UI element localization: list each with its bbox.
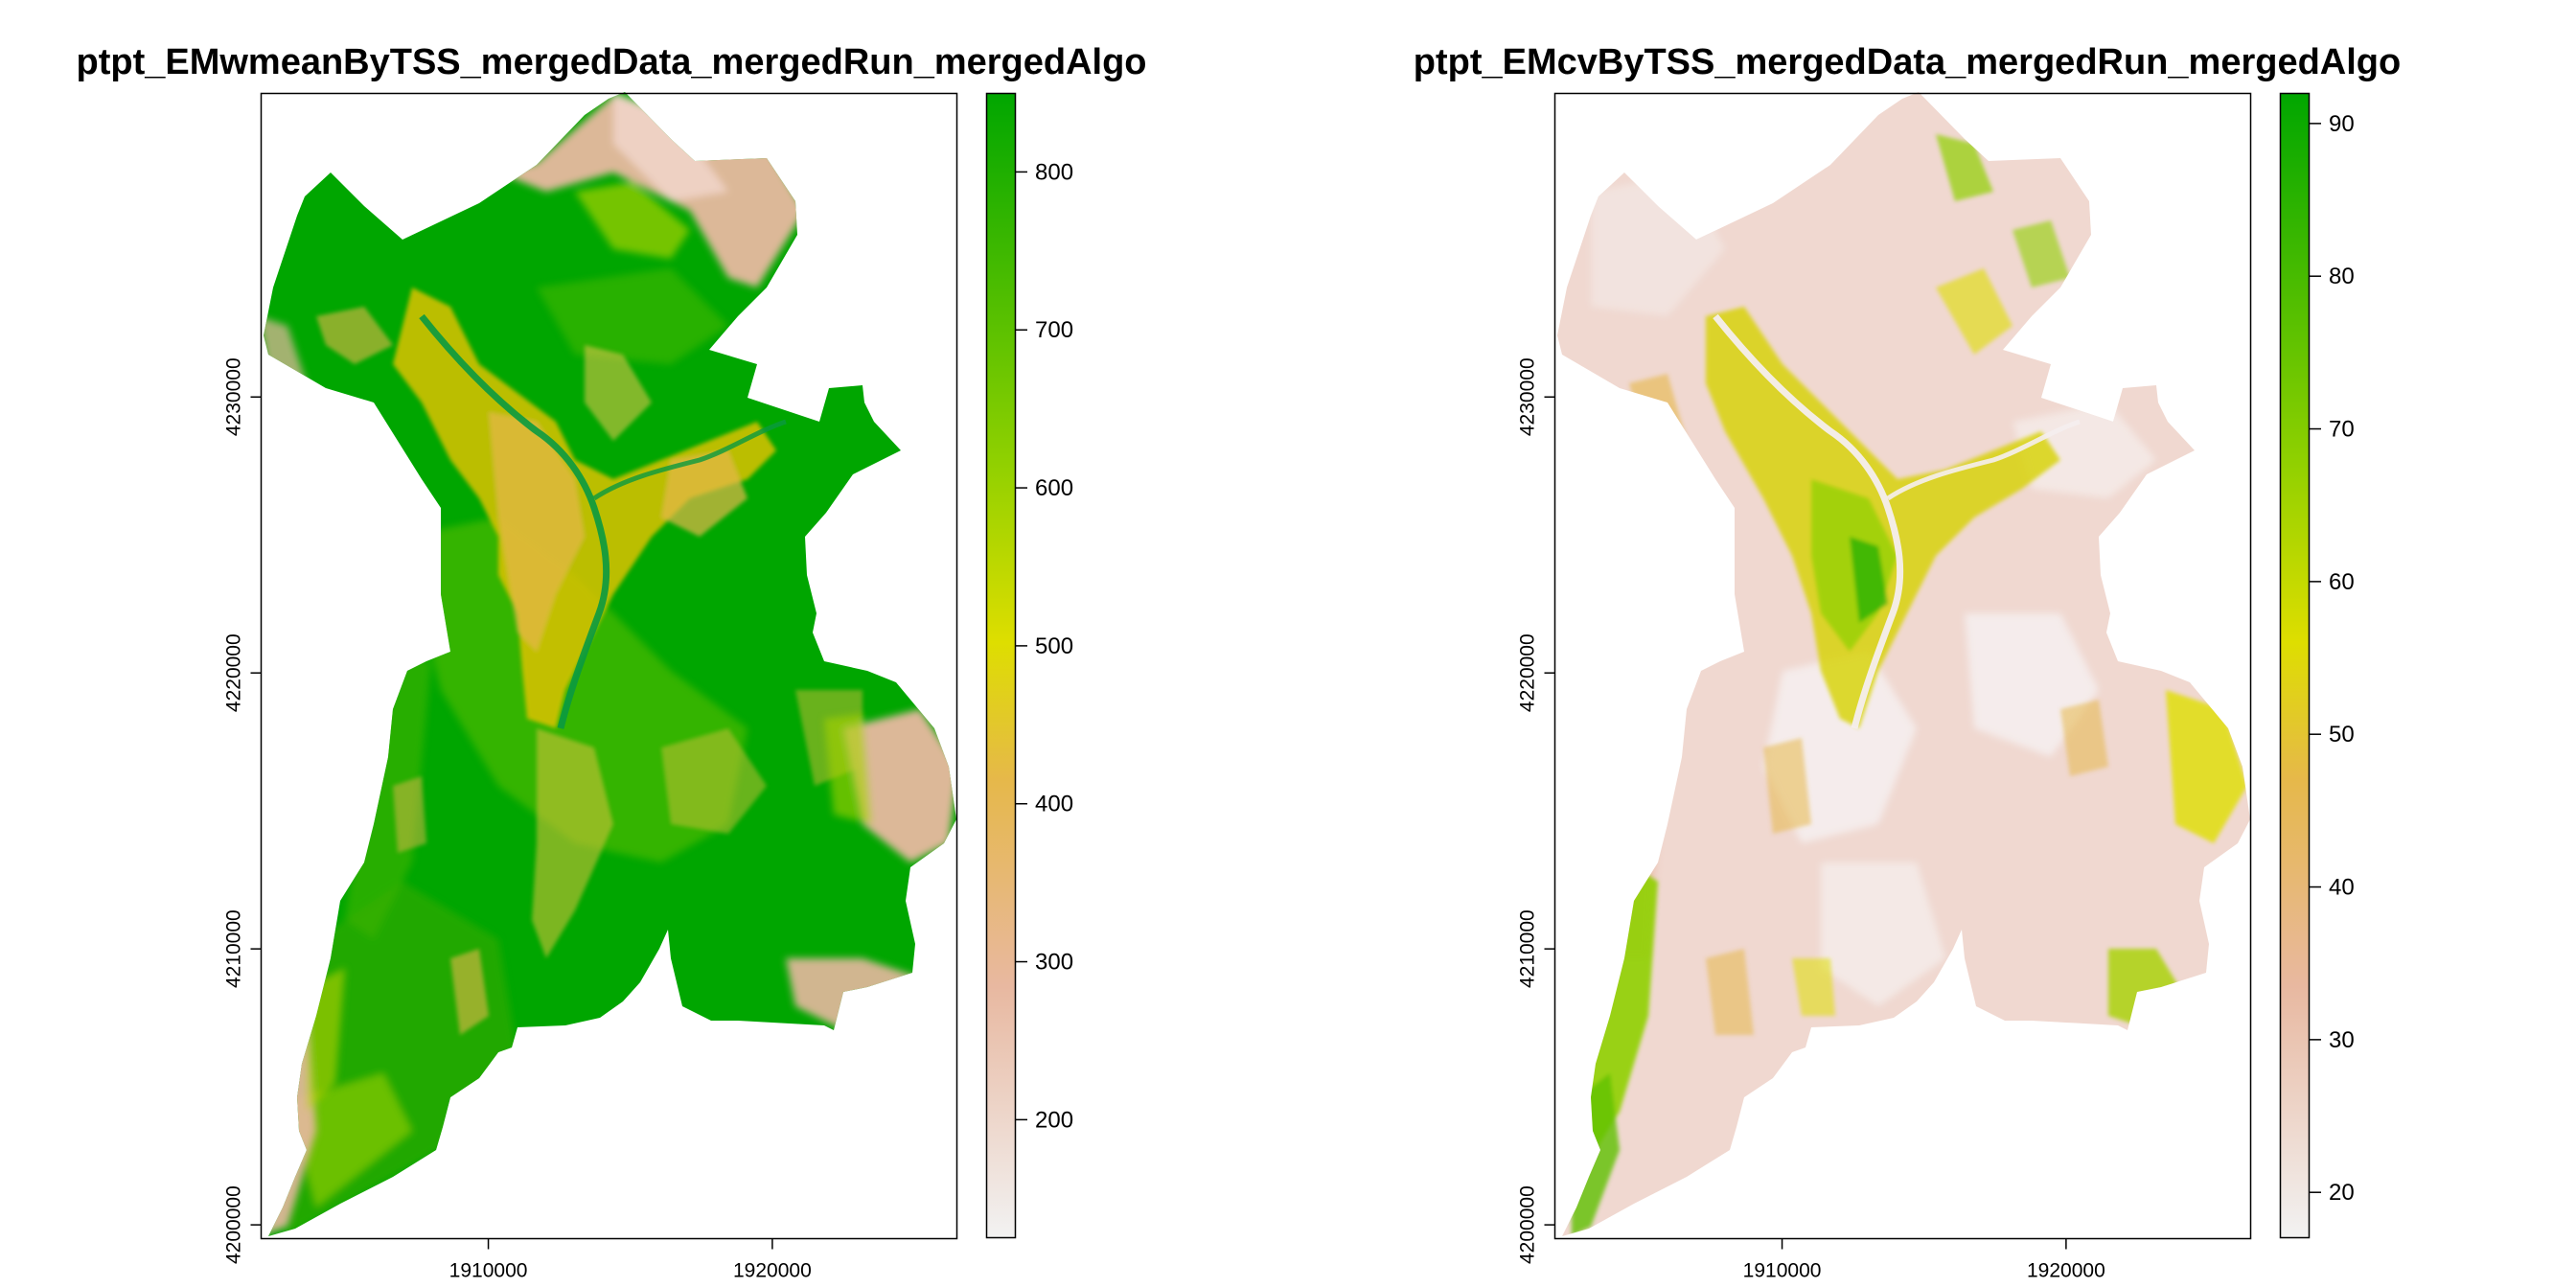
- legend-tick-label: 40: [2329, 875, 2355, 901]
- panel-cv: ptpt_EMcvByTSS_mergedData_mergedRun_merg…: [1414, 42, 2401, 1282]
- legend-tick-label: 70: [2329, 417, 2355, 443]
- legend-tick-label: 700: [1035, 317, 1073, 343]
- y-tick-label: 4230000: [1517, 357, 1539, 436]
- plot-frame: [1553, 92, 2252, 1240]
- panel-title: ptpt_EMwmeanByTSS_mergedData_mergedRun_m…: [76, 42, 1146, 82]
- panel-wmean: ptpt_EMwmeanByTSS_mergedData_mergedRun_m…: [76, 42, 1146, 1282]
- legend-tick-label: 400: [1035, 792, 1073, 817]
- legend-tick-label: 30: [2329, 1027, 2355, 1053]
- legend-tick-label: 600: [1035, 475, 1073, 501]
- legend-tick-label: 200: [1035, 1107, 1073, 1133]
- raster-map: [1557, 92, 2250, 1236]
- y-tick-label: 4220000: [1517, 633, 1539, 712]
- legend-tick-label: 80: [2329, 264, 2355, 289]
- x-tick-label: 1910000: [1743, 1260, 1822, 1282]
- x-tick-label: 1910000: [449, 1260, 528, 1282]
- x-tick-label: 1920000: [733, 1260, 812, 1282]
- axes: 1910000 1920000 4200000 4210000 4220000 42300…: [1517, 357, 2105, 1281]
- x-tick-label: 1920000: [2027, 1260, 2105, 1282]
- legend-tick-label: 500: [1035, 633, 1073, 659]
- legend-tick-label: 90: [2329, 111, 2355, 137]
- legend-tick-label: 800: [1035, 159, 1073, 185]
- panel-title: ptpt_EMcvByTSS_mergedData_mergedRun_merg…: [1414, 42, 2401, 82]
- color-legend: 20 30 40 50 60 70 80 90: [2279, 92, 2355, 1239]
- y-tick-label: 4200000: [1517, 1185, 1539, 1264]
- legend-tick-label: 20: [2329, 1180, 2355, 1206]
- y-tick-label: 4200000: [223, 1185, 245, 1264]
- plot-frame: [260, 92, 958, 1240]
- y-tick-label: 4220000: [223, 633, 245, 712]
- y-tick-label: 4210000: [223, 909, 245, 988]
- y-tick-label: 4210000: [1517, 909, 1539, 988]
- legend-tick-label: 300: [1035, 950, 1073, 976]
- raster-map: [264, 92, 956, 1236]
- color-legend: 200 300 400 500 600 700 800: [985, 92, 1073, 1239]
- legend-tick-label: 50: [2329, 722, 2355, 748]
- axes: 1910000 1920000 4200000 4210000 4220000 42300…: [223, 357, 812, 1281]
- legend-tick-label: 60: [2329, 569, 2355, 595]
- y-tick-label: 4230000: [223, 357, 245, 436]
